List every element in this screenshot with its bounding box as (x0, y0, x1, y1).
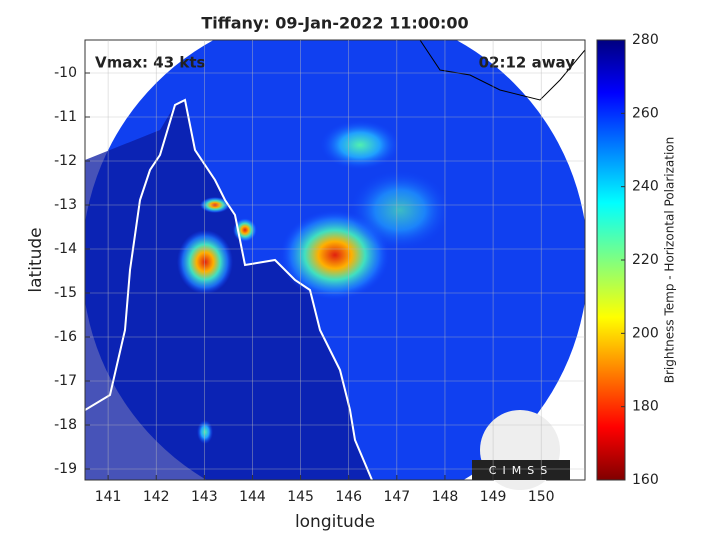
vmax-label: Vmax: 43 kts (95, 54, 205, 72)
colorbar-tick-label: 180 (632, 399, 659, 415)
x-tick-label: 143 (191, 489, 218, 505)
logo-text: CIMSS (489, 464, 553, 477)
title: Tiffany: 09-Jan-2022 11:00:00 (201, 14, 468, 33)
y-tick-label: -14 (54, 241, 77, 257)
y-tick-label: -11 (54, 109, 77, 125)
x-tick-label: 146 (335, 489, 362, 505)
x-tick-label: 141 (95, 489, 122, 505)
y-tick-label: -16 (54, 329, 77, 345)
imagery (85, 40, 585, 480)
colorbar-tick-label: 220 (632, 252, 659, 268)
colorbar-tick-label: 280 (632, 32, 659, 48)
colorbar-tick-label: 260 (632, 105, 659, 121)
time-away-label: 02:12 away (479, 54, 576, 72)
x-tick-label: 150 (528, 489, 555, 505)
y-tick-label: -15 (54, 285, 77, 301)
x-tick-label: 147 (383, 489, 410, 505)
x-tick-label: 142 (143, 489, 170, 505)
y-tick-label: -18 (54, 417, 77, 433)
x-tick-label: 149 (480, 489, 507, 505)
x-axis-label: longitude (295, 512, 375, 532)
colorbar (596, 39, 626, 481)
y-tick-label: -12 (54, 153, 77, 169)
y-axis-label: latitude (26, 227, 46, 292)
y-tick-label: -17 (54, 373, 77, 389)
x-tick-label: 148 (432, 489, 459, 505)
plot-frame (84, 39, 586, 481)
x-tick-label: 145 (287, 489, 314, 505)
colorbar-tick-label: 240 (632, 179, 659, 195)
y-tick-label: -10 (54, 65, 77, 81)
colorbar-label: Brightness Temp - Horizontal Polarizatio… (663, 137, 677, 384)
colorbar-tick-label: 200 (632, 325, 659, 341)
y-tick-label: -13 (54, 197, 77, 213)
y-tick-label: -19 (54, 461, 77, 477)
x-tick-label: 144 (239, 489, 266, 505)
colorbar-tick-label: 160 (632, 472, 659, 488)
cimss-logo: CIMSS (472, 410, 570, 490)
